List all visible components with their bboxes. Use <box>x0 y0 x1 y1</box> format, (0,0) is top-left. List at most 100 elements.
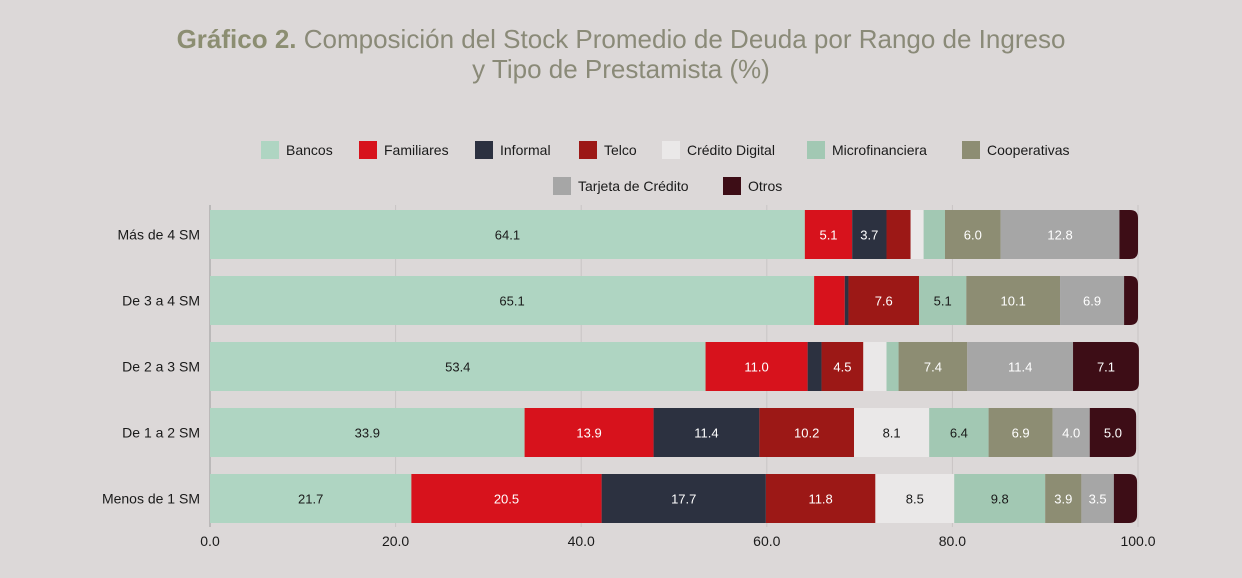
data-label-de-1-a-2-sm-bancos: 33.9 <box>355 426 380 441</box>
legend-label-informal: Informal <box>500 142 551 158</box>
data-label-mas-de-4-sm-cooperativas: 6.0 <box>964 228 982 243</box>
legend-item-cooperativas: Cooperativas <box>962 141 1070 159</box>
bar-de-2-a-3-sm-informal <box>807 342 822 391</box>
bar-mas-de-4-sm-familiares <box>804 210 853 259</box>
bar-menos-de-1-sm-informal <box>601 474 766 523</box>
legend-label-familiares: Familiares <box>384 142 449 158</box>
legend-label-credito-digital: Crédito Digital <box>687 142 775 158</box>
bar-mas-de-4-sm-otros <box>1119 210 1138 259</box>
data-label-menos-de-1-sm-cooperativas: 3.9 <box>1054 492 1072 507</box>
title-line-1: Gráfico 2. Composición del Stock Promedi… <box>0 24 1242 54</box>
category-label-mas-de-4-sm: Más de 4 SM <box>118 227 200 243</box>
category-label-de-1-a-2-sm: De 1 a 2 SM <box>122 425 200 441</box>
data-label-de-2-a-3-sm-familiares: 11.0 <box>744 360 768 375</box>
x-axis-ticks: 0.0 20.0 40.0 60.0 80.0 100.0 <box>200 533 1155 549</box>
bar-mas-de-4-sm-tarjeta-de-credito <box>1000 210 1120 259</box>
legend-swatch-credito-digital <box>662 141 680 159</box>
bar-menos-de-1-sm-familiares <box>411 474 602 523</box>
x-tick-label-3: 60.0 <box>753 533 780 549</box>
legend-label-microfinanciera: Microfinanciera <box>832 142 927 158</box>
x-tick-label-5: 100.0 <box>1120 533 1155 549</box>
legend-label-tarjeta-de-credito: Tarjeta de Crédito <box>578 178 689 194</box>
bar-de-1-a-2-sm-credito-digital <box>854 408 930 457</box>
data-label-menos-de-1-sm-bancos: 21.7 <box>298 492 323 507</box>
legend-label-cooperativas: Cooperativas <box>987 142 1070 158</box>
bar-de-3-a-4-sm-cooperativas <box>966 276 1061 325</box>
bar-de-2-a-3-sm-credito-digital <box>863 342 887 391</box>
bar-de-2-a-3-sm-tarjeta-de-credito <box>967 342 1074 391</box>
data-label-de-1-a-2-sm-familiares: 13.9 <box>576 426 601 441</box>
bar-row-mas-de-4-sm: 64.1 5.1 3.7 6.0 12.8 <box>210 210 1138 259</box>
data-label-de-2-a-3-sm-telco: 4.5 <box>833 360 851 375</box>
bar-de-2-a-3-sm-cooperativas <box>898 342 968 391</box>
data-label-de-1-a-2-sm-informal: 11.4 <box>694 426 718 441</box>
legend-swatch-microfinanciera <box>807 141 825 159</box>
bar-de-1-a-2-sm-otros <box>1089 408 1137 457</box>
category-label-de-2-a-3-sm: De 2 a 3 SM <box>122 359 200 375</box>
bar-de-3-a-4-sm-informal <box>844 276 849 325</box>
legend-swatch-cooperativas <box>962 141 980 159</box>
data-label-menos-de-1-sm-credito-digital: 8.5 <box>906 492 924 507</box>
legend: Bancos Familiares Informal Telco Crédito Dig… <box>261 141 1070 195</box>
data-label-de-1-a-2-sm-tarjeta-de-credito: 4.0 <box>1062 426 1080 441</box>
legend-item-microfinanciera: Microfinanciera <box>807 141 927 159</box>
data-label-de-1-a-2-sm-otros: 5.0 <box>1104 426 1122 441</box>
data-label-mas-de-4-sm-familiares: 5.1 <box>819 228 837 243</box>
bar-de-3-a-4-sm-telco <box>848 276 919 325</box>
data-label-mas-de-4-sm-informal: 3.7 <box>860 228 878 243</box>
bar-de-3-a-4-sm-familiares <box>814 276 845 325</box>
data-label-de-1-a-2-sm-cooperativas: 6.9 <box>1012 426 1030 441</box>
legend-label-telco: Telco <box>604 142 637 158</box>
category-labels: Más de 4 SM De 3 a 4 SM De 2 a 3 SM De 1 a … <box>102 227 200 507</box>
bar-menos-de-1-sm-telco <box>765 474 876 523</box>
data-label-de-2-a-3-sm-cooperativas: 7.4 <box>924 360 942 375</box>
data-label-menos-de-1-sm-tarjeta-de-credito: 3.5 <box>1089 492 1107 507</box>
category-label-menos-de-1-sm: Menos de 1 SM <box>102 491 200 507</box>
legend-item-telco: Telco <box>579 141 637 159</box>
bar-row-menos-de-1-sm: 21.7 20.5 17.7 11.8 8.5 9.8 3.9 3.5 <box>210 474 1138 523</box>
data-label-de-3-a-4-sm-bancos: 65.1 <box>499 294 524 309</box>
bars: 64.1 5.1 3.7 6.0 12.8 65.1 7.6 5.1 10.1 6.9 53.4 11… <box>210 210 1139 523</box>
data-label-de-1-a-2-sm-telco: 10.2 <box>794 426 819 441</box>
bar-de-1-a-2-sm-bancos <box>210 408 525 457</box>
bar-de-2-a-3-sm-familiares <box>705 342 808 391</box>
legend-item-credito-digital: Crédito Digital <box>662 141 775 159</box>
bar-de-3-a-4-sm-tarjeta-de-credito <box>1060 276 1125 325</box>
bar-row-de-3-a-4-sm: 65.1 7.6 5.1 10.1 6.9 <box>210 276 1138 325</box>
legend-swatch-bancos <box>261 141 279 159</box>
legend-swatch-telco <box>579 141 597 159</box>
data-label-de-3-a-4-sm-telco: 7.6 <box>875 294 893 309</box>
title-main: Composición del Stock Promedio de Deuda … <box>296 24 1066 54</box>
data-label-de-2-a-3-sm-tarjeta-de-credito: 11.4 <box>1008 360 1032 375</box>
x-tick-label-0: 0.0 <box>200 533 220 549</box>
bar-mas-de-4-sm-microfinanciera <box>923 210 945 259</box>
data-label-de-2-a-3-sm-otros: 7.1 <box>1097 360 1115 375</box>
title-prefix: Gráfico 2. <box>176 24 297 54</box>
bar-row-de-1-a-2-sm: 33.9 13.9 11.4 10.2 8.1 6.4 6.9 4.0 5.0 <box>210 408 1137 457</box>
bar-de-2-a-3-sm-bancos <box>210 342 706 391</box>
bar-de-1-a-2-sm-microfinanciera <box>929 408 989 457</box>
bar-menos-de-1-sm-otros <box>1113 474 1138 523</box>
legend-item-informal: Informal <box>475 141 551 159</box>
bar-de-1-a-2-sm-cooperativas <box>988 408 1053 457</box>
bar-de-3-a-4-sm-microfinanciera <box>918 276 967 325</box>
legend-item-bancos: Bancos <box>261 141 333 159</box>
data-label-de-1-a-2-sm-credito-digital: 8.1 <box>883 426 901 441</box>
bar-menos-de-1-sm-cooperativas <box>1045 474 1082 523</box>
title-line-2: y Tipo de Prestamista (%) <box>472 54 770 84</box>
bar-de-1-a-2-sm-tarjeta-de-credito <box>1052 408 1090 457</box>
legend-swatch-otros <box>723 177 741 195</box>
data-label-de-3-a-4-sm-cooperativas: 10.1 <box>1001 294 1026 309</box>
chart-title: Gráfico 2. Composición del Stock Promedi… <box>0 24 1242 84</box>
bar-menos-de-1-sm-credito-digital <box>875 474 955 523</box>
legend-label-otros: Otros <box>748 178 782 194</box>
bar-row-de-2-a-3-sm: 53.4 11.0 4.5 7.4 11.4 7.1 <box>210 342 1139 391</box>
x-tick-label-1: 20.0 <box>382 533 409 549</box>
data-label-de-2-a-3-sm-bancos: 53.4 <box>445 360 470 375</box>
bar-mas-de-4-sm-credito-digital <box>910 210 924 259</box>
data-label-menos-de-1-sm-telco: 11.8 <box>808 492 832 507</box>
data-label-menos-de-1-sm-familiares: 20.5 <box>494 492 519 507</box>
data-label-mas-de-4-sm-bancos: 64.1 <box>495 228 520 243</box>
legend-item-familiares: Familiares <box>359 141 449 159</box>
